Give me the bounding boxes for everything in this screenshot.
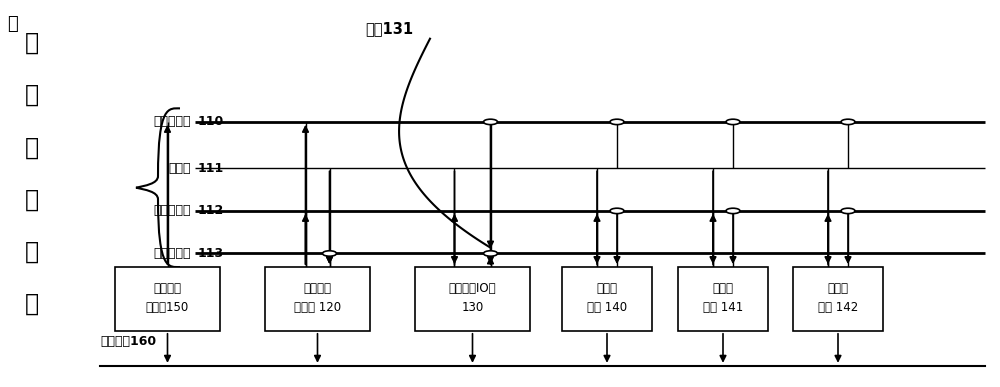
Text: 130: 130	[461, 301, 484, 314]
Circle shape	[841, 208, 855, 214]
Text: 运动控: 运动控	[597, 282, 618, 295]
Circle shape	[484, 251, 498, 256]
Text: 制卡 141: 制卡 141	[703, 301, 743, 314]
Text: 同: 同	[25, 31, 39, 55]
Text: 111: 111	[198, 162, 224, 175]
FancyBboxPatch shape	[115, 267, 220, 331]
Text: 113: 113	[198, 247, 224, 260]
Circle shape	[322, 251, 336, 256]
Text: 控制卡150: 控制卡150	[146, 301, 189, 314]
Circle shape	[841, 119, 855, 125]
Circle shape	[726, 119, 740, 125]
Text: 运动控: 运动控	[713, 282, 734, 295]
Circle shape	[610, 119, 624, 125]
Text: 光纤131: 光纤131	[365, 21, 413, 36]
Text: 通讯总线: 通讯总线	[154, 282, 182, 295]
Text: 112: 112	[198, 204, 224, 217]
Text: 握手信号线: 握手信号线	[154, 247, 191, 260]
Text: 制卡 142: 制卡 142	[818, 301, 858, 314]
FancyBboxPatch shape	[265, 267, 370, 331]
Circle shape	[610, 208, 624, 214]
Circle shape	[726, 208, 740, 214]
Circle shape	[484, 119, 498, 125]
Text: 数据交换IO卡: 数据交换IO卡	[449, 282, 496, 295]
Text: 控制卡 120: 控制卡 120	[294, 301, 341, 314]
Text: 步: 步	[25, 83, 39, 107]
FancyBboxPatch shape	[562, 267, 652, 331]
Text: 「: 「	[8, 15, 18, 34]
Text: 控制信号线: 控制信号线	[154, 204, 191, 217]
Text: 据: 据	[25, 188, 39, 212]
Text: 总: 总	[25, 240, 39, 264]
Text: 信息信号线: 信息信号线	[154, 115, 191, 128]
Text: 数据线: 数据线	[168, 162, 191, 175]
Text: 通讯总线160: 通讯总线160	[100, 335, 156, 348]
Text: 线: 线	[25, 292, 39, 316]
FancyBboxPatch shape	[793, 267, 883, 331]
FancyBboxPatch shape	[415, 267, 530, 331]
Text: 110: 110	[198, 115, 224, 128]
FancyBboxPatch shape	[678, 267, 768, 331]
Text: 同步总线: 同步总线	[304, 282, 332, 295]
Text: 制卡 140: 制卡 140	[587, 301, 627, 314]
Text: 数: 数	[25, 135, 39, 159]
Text: 运动控: 运动控	[828, 282, 849, 295]
